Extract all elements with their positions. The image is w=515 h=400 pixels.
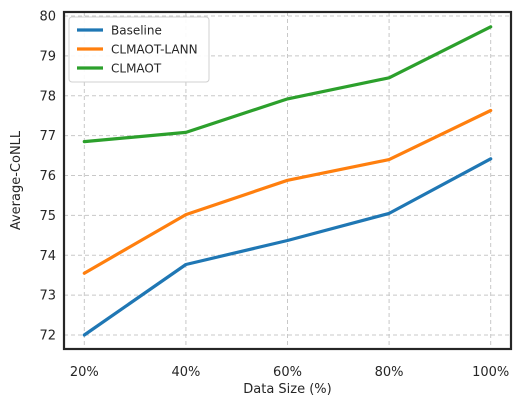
y-axis-ticks: 72 73 74 75 76 77 78 79 80 [39,9,56,343]
legend: Baseline CLMAOT-LANN CLMAOT [68,16,210,83]
x-tick-label: 60% [273,365,302,380]
y-tick-label: 76 [39,169,56,184]
series-line-baseline [82,157,493,337]
series-line-clmaot-lann [82,108,493,275]
legend-label: CLMAOT [111,62,162,76]
y-tick-label: 79 [39,49,56,64]
plot-frame [62,10,513,351]
series-line-clmaot [82,25,493,144]
series-lines [82,25,493,337]
x-tick-label: 100% [472,365,509,380]
y-tick-label: 78 [39,89,56,104]
y-axis-label: Average-CoNLL [9,130,24,230]
x-tick-label: 40% [171,365,200,380]
y-tick-label: 75 [39,209,56,224]
legend-label: Baseline [111,24,162,38]
y-tick-label: 72 [39,329,56,344]
x-tick-label: 20% [70,365,99,380]
y-tick-label: 74 [39,249,56,264]
x-tick-label: 80% [375,365,404,380]
y-tick-label: 80 [39,9,56,24]
legend-label: CLMAOT-LANN [111,43,198,57]
y-tick-label: 77 [39,129,56,144]
legend-box [68,16,210,83]
y-tick-label: 73 [39,289,56,304]
x-axis-label: Data Size (%) [243,382,332,396]
x-axis-ticks: 20% 40% 60% 80% 100% [70,365,509,380]
